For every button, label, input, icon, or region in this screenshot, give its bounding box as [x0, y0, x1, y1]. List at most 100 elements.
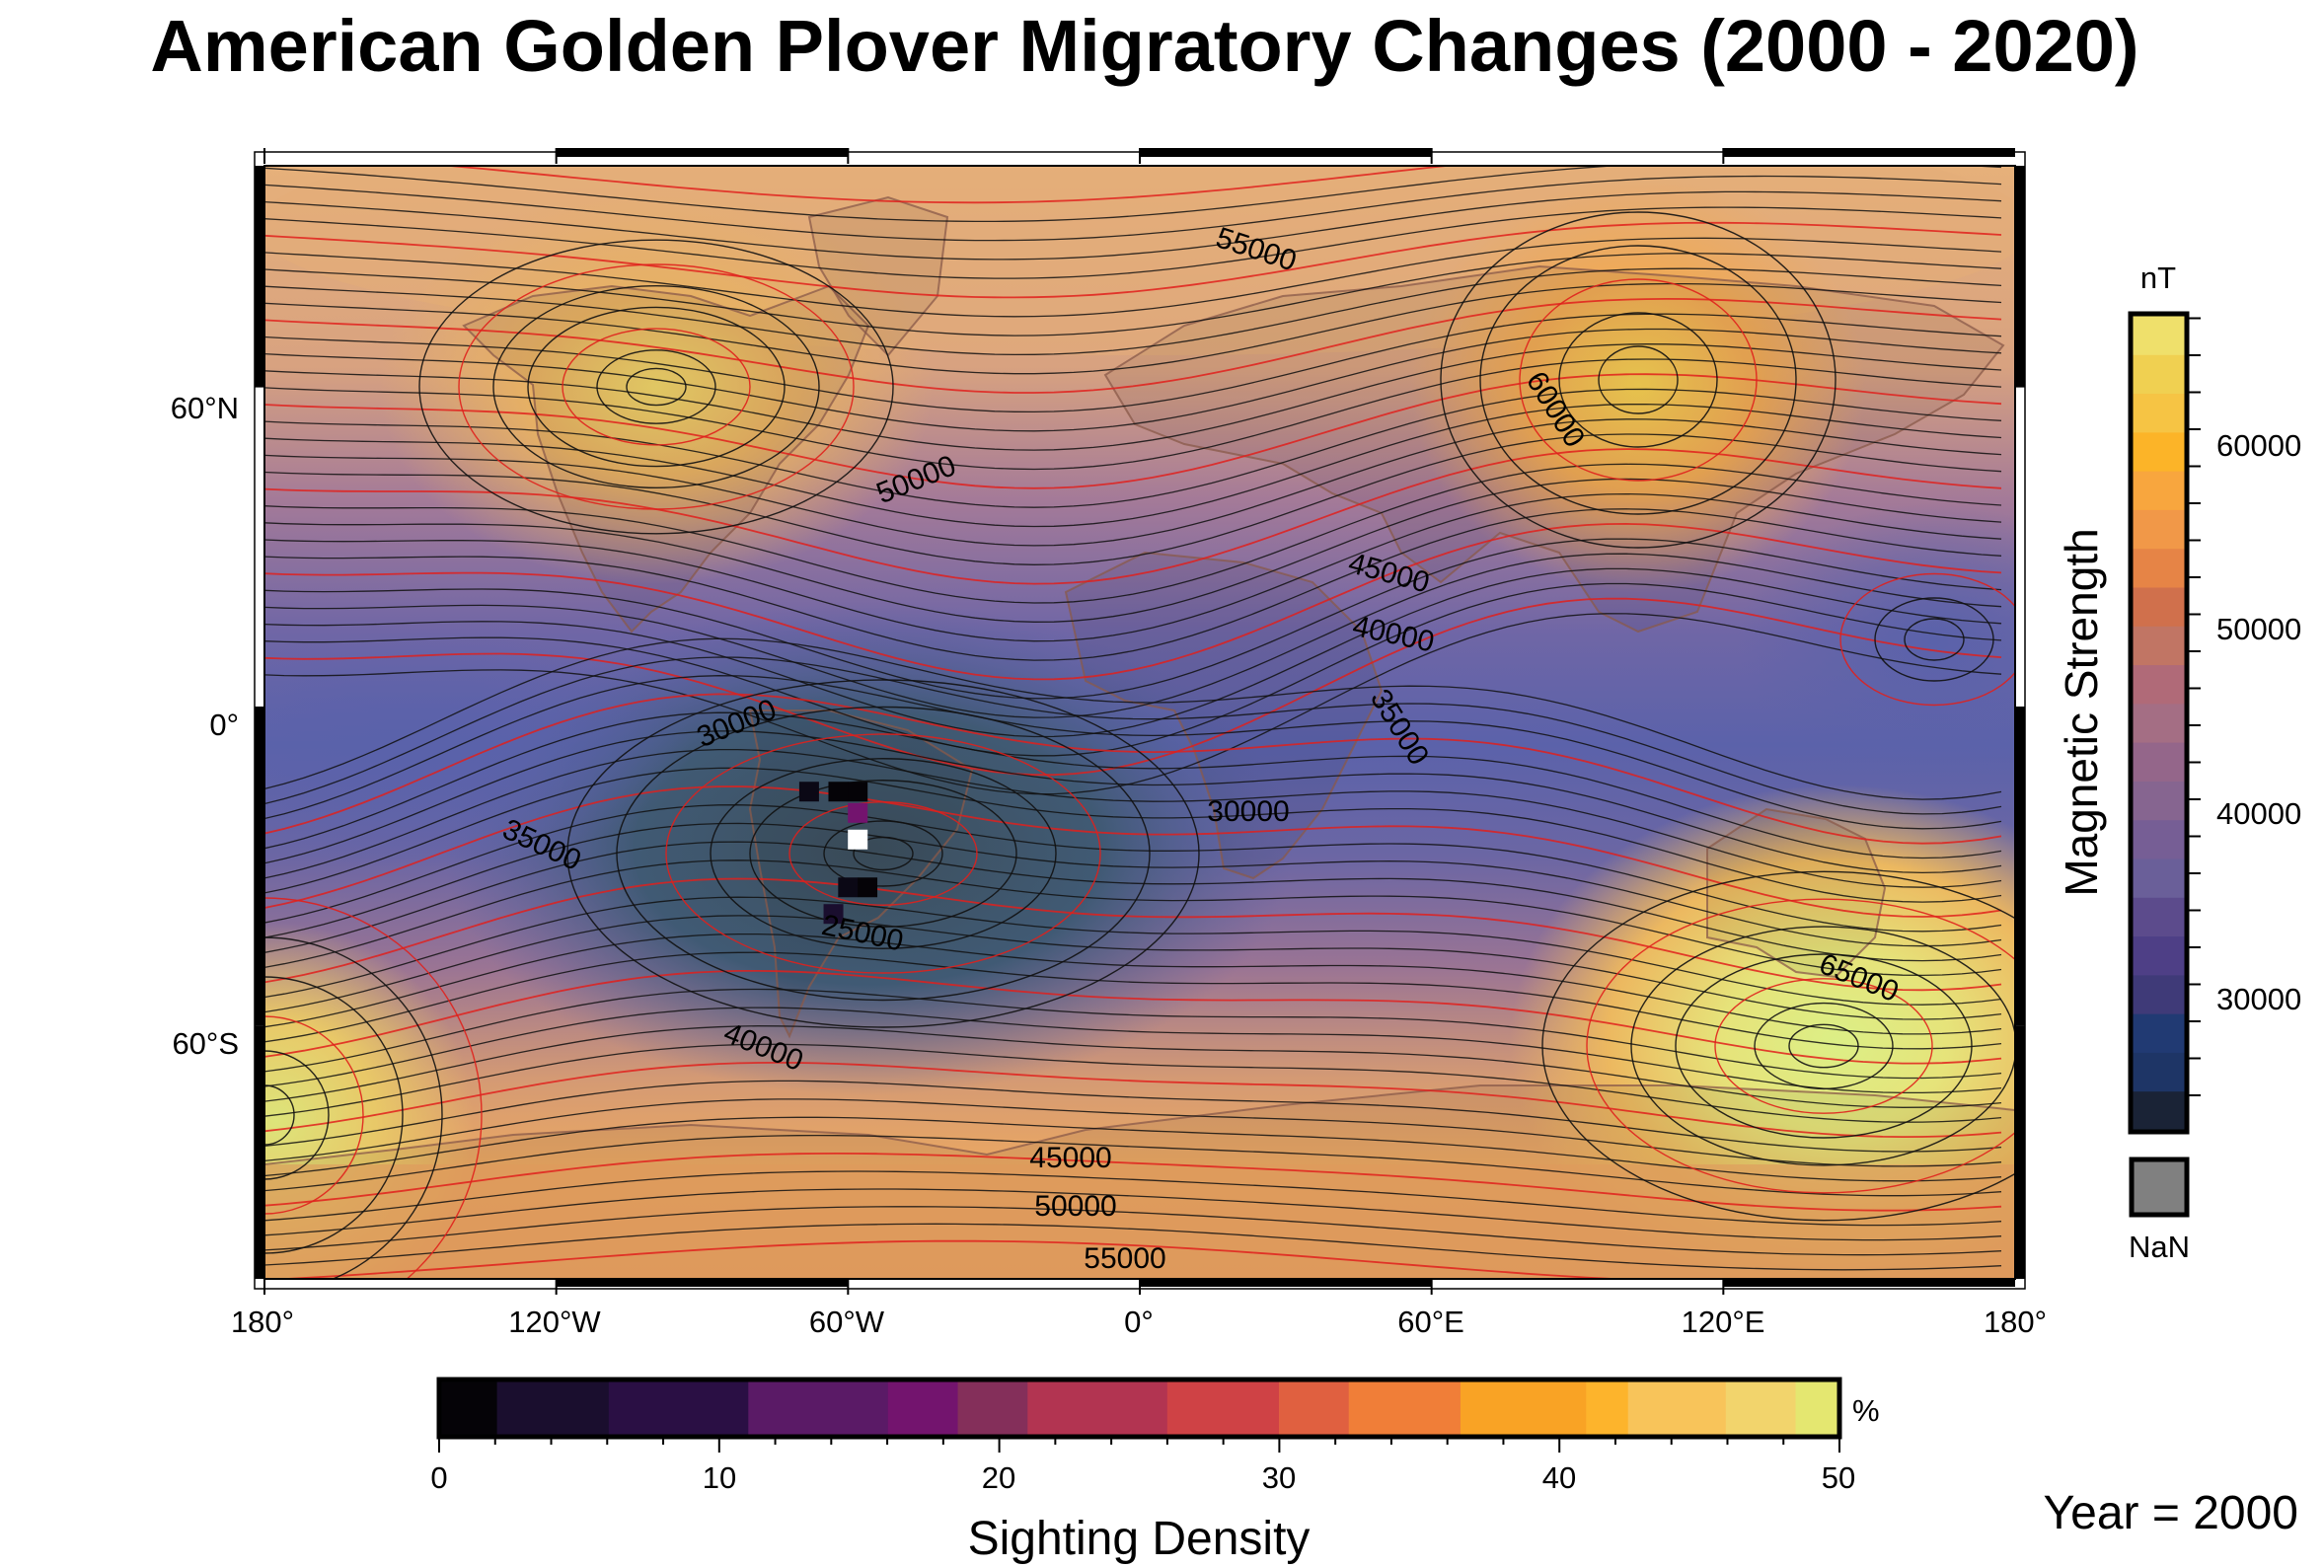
contour-line: [264, 597, 2002, 777]
contour-line: [264, 166, 2002, 223]
contour-ring: [710, 758, 1057, 949]
density-tick: 40: [1542, 1460, 1576, 1495]
magnetic-swatch: [2133, 626, 2185, 666]
frame-bar-left: [255, 166, 264, 388]
sighting-cell: [823, 904, 844, 925]
density-unit: %: [1852, 1393, 1880, 1428]
sighting-cell: [848, 782, 868, 802]
density-tick: 0: [430, 1460, 447, 1495]
contour-line: [440, 166, 1455, 204]
frame-bar-right: [2015, 166, 2025, 388]
lon-label: 60°E: [1397, 1305, 1464, 1339]
contour-line: [264, 915, 2002, 1020]
contour-line: [267, 1239, 1629, 1279]
contour-ring: [626, 367, 687, 407]
contour-line: [264, 553, 2002, 718]
lat-label: 0°: [209, 708, 239, 742]
contour-line: [264, 582, 2002, 757]
sighting-cell: [798, 782, 819, 802]
contour-ring: [492, 285, 820, 489]
magnetic-swatch: [2133, 819, 2185, 859]
sighting-cell: [828, 782, 849, 802]
density-swatch: [1725, 1381, 1797, 1435]
contour-line: [264, 343, 2002, 451]
magnetic-colorbar-swatches: [2133, 316, 2185, 1131]
frame-bar-top: [556, 148, 849, 157]
contour-line: [264, 841, 2002, 962]
contour-ring: [264, 1015, 364, 1215]
contour-line: [264, 567, 2002, 738]
magnetic-swatch: [2133, 1013, 2185, 1053]
density-tick: 30: [1262, 1460, 1296, 1495]
magnetic-swatch: [2133, 587, 2185, 627]
magnetic-swatch: [2133, 897, 2185, 937]
contour-ring: [1558, 312, 1718, 448]
frame-bar-top: [1723, 148, 2015, 157]
density-swatch: [441, 1381, 498, 1435]
magnetic-swatch: [2133, 548, 2185, 588]
contour-ring: [665, 733, 1101, 974]
contour-line: [264, 433, 2002, 565]
contour-line: [264, 1098, 2002, 1167]
frame-bar-left: [255, 707, 264, 1026]
contour-line: [264, 1134, 2002, 1197]
contour-ring: [1754, 1002, 1894, 1090]
contour-line: [264, 282, 2002, 375]
contour-line: [264, 613, 2002, 795]
magnetic-swatch: [2133, 1090, 2185, 1131]
contour-ring: [1630, 926, 2015, 1166]
frame-bar-bottom: [1140, 1278, 1432, 1287]
sighting-cell: [848, 802, 868, 823]
contour-line: [264, 1188, 2002, 1241]
contour-lines: [264, 166, 2015, 1279]
contour-ring: [1598, 345, 1679, 414]
contour-label: 30000: [1207, 795, 1289, 828]
contour-ring: [264, 1084, 295, 1146]
contour-ring: [1440, 211, 1837, 549]
density-swatch: [748, 1381, 889, 1435]
magnetic-colorbar: nT 30000 40000 50000 60000 Magnetic Stre…: [2056, 261, 2301, 1264]
contour-line: [264, 1223, 2002, 1271]
magnetic-tick: 40000: [2216, 796, 2301, 831]
contour-line: [264, 1170, 2002, 1227]
contour-line: [264, 221, 2002, 299]
magnetic-tick: 60000: [2216, 428, 2301, 463]
magnetic-swatch: [2133, 393, 2185, 433]
contour-ring: [527, 306, 786, 468]
contour-line: [264, 373, 2002, 489]
contour-ring: [264, 1050, 330, 1180]
contour-line: [264, 237, 2002, 318]
year-label: Year = 2000: [2043, 1487, 2298, 1539]
contour-line: [264, 896, 2002, 1006]
density-swatch: [1027, 1381, 1168, 1435]
density-swatch: [1586, 1381, 1629, 1435]
contour-line: [264, 1007, 2002, 1094]
contour-ring: [562, 328, 751, 446]
contour-line: [264, 267, 2002, 356]
contour-line: [264, 951, 2002, 1050]
contour-ring: [788, 801, 978, 906]
sighting-cell: [858, 877, 878, 898]
contour-line: [264, 297, 2002, 394]
contour-line: [264, 730, 2002, 874]
contour-ring: [264, 976, 404, 1254]
contour-line: [264, 508, 2002, 661]
magnetic-swatch: [2133, 781, 2185, 821]
antarctica: [264, 1084, 2015, 1279]
magnetic-swatch: [2133, 664, 2185, 705]
chart-title: American Golden Plover Migratory Changes…: [150, 5, 2139, 87]
nan-swatch: [2129, 1157, 2190, 1218]
contour-line: [264, 877, 2002, 992]
contour-ring: [418, 239, 894, 535]
lon-label: 180°: [1984, 1305, 2047, 1339]
contour-line: [264, 253, 2002, 336]
density-tick: 20: [982, 1460, 1015, 1495]
magnetic-swatch: [2133, 859, 2185, 898]
frame-bar-bottom: [556, 1278, 849, 1287]
contour-line: [264, 988, 2002, 1080]
contour-ring: [1839, 572, 2015, 707]
magnetic-swatch: [2133, 354, 2185, 395]
lat-label: 60°N: [171, 391, 239, 425]
contour-line: [264, 804, 2002, 933]
